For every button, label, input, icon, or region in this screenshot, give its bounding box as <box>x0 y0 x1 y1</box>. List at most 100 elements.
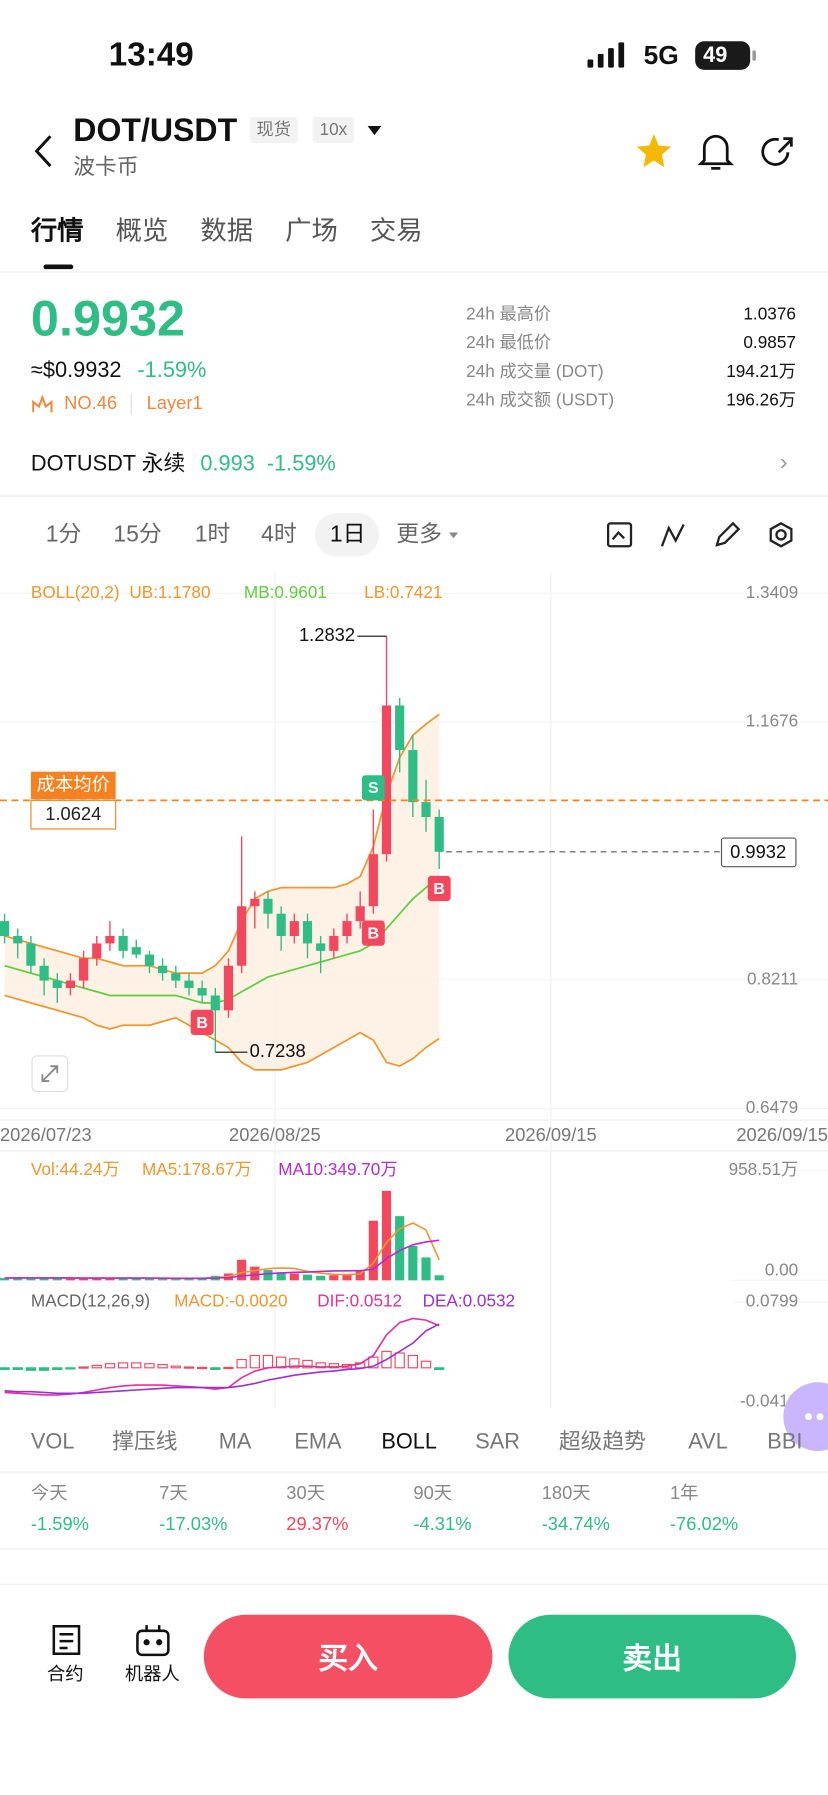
divider <box>0 1548 828 1550</box>
robot-label[interactable]: 机器人 <box>124 1665 180 1685</box>
tab[interactable]: 广场 <box>285 215 338 246</box>
bell-icon[interactable] <box>697 134 734 170</box>
indicator-tab[interactable]: VOL <box>30 1430 75 1455</box>
macd-bar <box>420 1360 432 1369</box>
interval[interactable]: 更多 <box>396 522 443 548</box>
sector[interactable]: Layer1 <box>146 393 203 414</box>
interval[interactable]: 4时 <box>261 522 297 548</box>
divider <box>0 494 828 498</box>
volume-tick-label: 0.00 <box>765 1260 798 1280</box>
rank-icon <box>32 395 53 413</box>
volume-bar <box>381 1190 392 1281</box>
usd-price: ≈$0.9932 <box>30 358 122 383</box>
macd-bar <box>91 1364 102 1369</box>
stat-label: 24h 成交量 (DOT) <box>466 361 604 382</box>
indicator-tab[interactable]: AVL <box>688 1430 728 1455</box>
battery <box>695 41 751 70</box>
volume-bar <box>65 1278 76 1281</box>
candle-body <box>421 802 431 817</box>
candle-body <box>144 954 155 966</box>
signal-label: B <box>368 925 380 943</box>
signal-label: S <box>368 779 379 797</box>
pair-title: DOT/USDT <box>73 112 238 148</box>
contract-label[interactable]: 合约 <box>46 1665 84 1685</box>
macd-bar <box>0 1367 10 1371</box>
volume-bar <box>263 1270 273 1281</box>
candle-body <box>0 921 10 936</box>
share-icon[interactable] <box>761 137 793 166</box>
volume-ma10 <box>4 1239 440 1280</box>
perp-change: -1.59% <box>266 452 336 477</box>
tab[interactable]: 概览 <box>115 215 169 246</box>
volume-bar <box>342 1274 352 1281</box>
tab[interactable]: 交易 <box>369 215 423 246</box>
volume-bar <box>237 1259 247 1281</box>
buy-button[interactable]: 买入 <box>203 1614 493 1699</box>
y-tick-label: 1.1676 <box>746 711 798 731</box>
macd-bar <box>210 1367 221 1371</box>
tab[interactable]: 行情 <box>30 215 84 246</box>
battery-nub <box>752 50 756 61</box>
robot-icon[interactable] <box>136 1625 170 1657</box>
divider <box>0 1583 828 1585</box>
volume-bar <box>131 1278 141 1281</box>
chart-tool-icons[interactable] <box>606 521 793 548</box>
dropdown-icon[interactable] <box>367 125 382 136</box>
back-icon[interactable] <box>34 135 52 168</box>
volume-bar <box>276 1272 286 1281</box>
indicator-tab[interactable]: 撑压线 <box>112 1430 178 1455</box>
volume-bar <box>158 1278 168 1281</box>
candle-body <box>381 705 392 855</box>
interval[interactable]: 1日 <box>329 522 366 548</box>
status-network: 5G <box>643 40 679 70</box>
interval[interactable]: 15分 <box>113 522 162 548</box>
candle-body <box>223 965 234 1011</box>
boll-mid <box>4 875 440 1004</box>
macd-bar <box>315 1362 326 1369</box>
period-change: -1.59% <box>30 1515 89 1535</box>
candle-body <box>26 943 36 966</box>
macd-bar <box>38 1367 50 1371</box>
period-change: 29.37% <box>286 1515 349 1535</box>
macd-label: MACD:-0.0020 <box>174 1291 287 1311</box>
assistant-eye <box>805 1413 812 1421</box>
period-change: -4.31% <box>413 1515 472 1535</box>
period-label: 180天 <box>541 1484 591 1504</box>
last-price-box <box>720 837 797 868</box>
volume-bar <box>79 1278 89 1281</box>
perp-name[interactable]: DOTUSDT 永续 <box>30 452 186 477</box>
macd-tick-label: -0.0413 <box>740 1390 798 1410</box>
indicator-tab[interactable]: 超级趋势 <box>558 1430 646 1455</box>
macd-bar <box>183 1366 195 1369</box>
indicator-tab[interactable]: SAR <box>475 1430 521 1455</box>
status-battery: 49 <box>703 43 728 68</box>
chevron[interactable]: › <box>779 450 788 476</box>
stat-label: 24h 最高价 <box>466 304 552 325</box>
tab[interactable]: 数据 <box>200 215 254 246</box>
volume-bar <box>184 1278 194 1281</box>
macd-dea <box>4 1323 440 1395</box>
macd-bar <box>289 1358 300 1369</box>
volume-bar <box>144 1278 155 1281</box>
macd-bar <box>276 1356 287 1369</box>
sell-button[interactable]: 卖出 <box>508 1614 796 1699</box>
indicator-tab[interactable]: BOLL <box>381 1430 438 1455</box>
indicator-tab[interactable]: BBI <box>767 1430 803 1455</box>
macd-bar <box>302 1359 313 1369</box>
last-price-label: 0.9932 <box>730 841 786 862</box>
macd-bar <box>78 1366 89 1369</box>
candle-body <box>39 965 49 981</box>
contract-icon[interactable] <box>52 1624 81 1655</box>
interval[interactable]: 1时 <box>194 522 231 548</box>
candle-body <box>210 995 220 1011</box>
indicator-tab[interactable]: MA <box>218 1430 252 1455</box>
signal-label: B <box>196 1014 208 1032</box>
interval[interactable]: 1分 <box>45 522 82 548</box>
favorite-icon[interactable] <box>636 133 672 168</box>
indicator-tab[interactable]: EMA <box>294 1430 342 1455</box>
volume-bar <box>368 1220 378 1281</box>
candle-body <box>302 921 313 944</box>
macd-bar <box>117 1362 129 1369</box>
stat-value: 1.0376 <box>743 304 796 325</box>
